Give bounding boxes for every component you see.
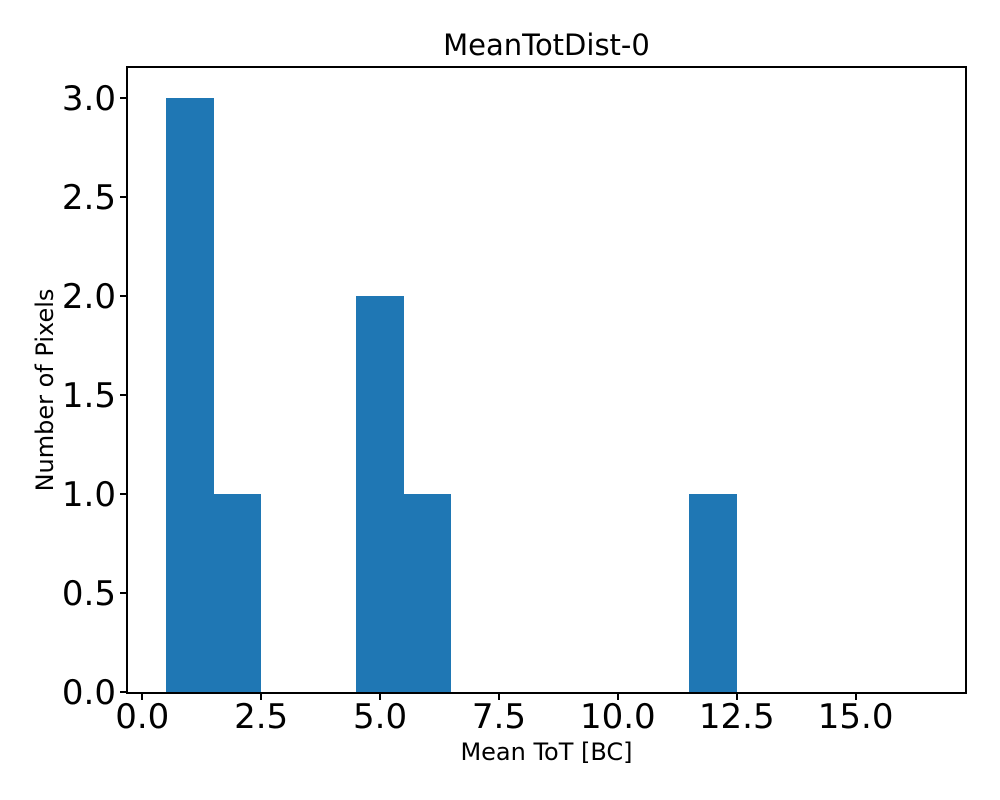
y-tick-mark: [120, 393, 128, 396]
x-tick-label: 2.5: [234, 697, 289, 737]
y-tick-mark: [120, 691, 128, 693]
y-axis-label: Number of Pixels: [30, 288, 59, 492]
y-tick-label: 1.0: [61, 474, 116, 515]
x-tick-mark: [497, 692, 500, 700]
x-tick-mark: [260, 692, 263, 700]
plot-area: 0.0 2.5 5.0 7.5 10.0 12.5 15.0 0.0 0.5 1.0 1.5 2.0 2…: [62, 66, 967, 734]
x-tick-label: 7.5: [471, 697, 526, 737]
x-tick-label: 0.0: [115, 697, 170, 737]
x-tick-mark: [379, 692, 382, 700]
y-tick-label: 0.5: [61, 573, 116, 614]
x-tick-label: 5.0: [353, 697, 408, 737]
histogram-bar: [356, 295, 404, 692]
y-tick-label: 0.0: [61, 673, 116, 713]
y-tick-mark: [120, 195, 128, 198]
y-tick-mark: [120, 294, 128, 297]
x-tick-label: 15.0: [817, 697, 894, 737]
x-tick-label: 10.0: [579, 697, 656, 737]
y-tick-label: 3.0: [61, 78, 116, 119]
y-tick-mark: [120, 96, 128, 99]
x-tick-mark: [854, 692, 857, 700]
x-tick-label: 12.5: [698, 697, 775, 737]
histogram-bar: [213, 493, 262, 692]
histogram-bar: [689, 493, 737, 692]
y-tick-mark: [120, 492, 128, 495]
x-axis-label: Mean ToT [BC]: [460, 738, 633, 766]
x-tick-mark: [735, 692, 738, 700]
x-tick-mark: [616, 692, 619, 700]
x-tick-mark: [141, 692, 144, 700]
y-tick-label: 2.5: [61, 177, 116, 218]
chart-title: MeanTotDist-0: [443, 28, 650, 62]
y-tick-label: 2.0: [61, 276, 116, 317]
histogram-bar: [403, 493, 452, 692]
histogram-bar: [166, 97, 214, 692]
y-tick-mark: [120, 591, 128, 594]
y-tick-label: 1.5: [61, 375, 116, 416]
